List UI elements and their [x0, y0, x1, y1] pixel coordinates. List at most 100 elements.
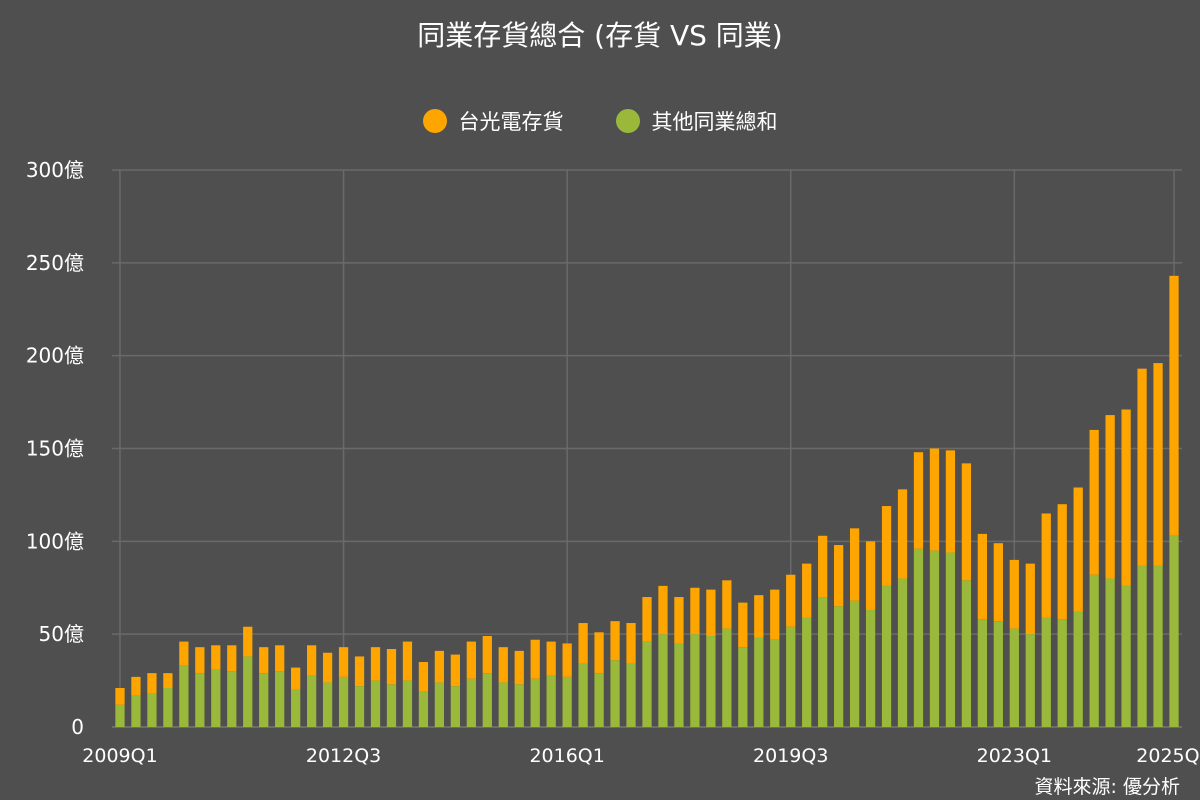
- bar-segment-peers-total: [929, 550, 940, 727]
- bar-segment-tpc-inventory: [131, 676, 141, 696]
- bar-segment-peers-total: [834, 606, 844, 727]
- bar-segment-tpc-inventory: [897, 489, 908, 579]
- bar-segment-peers-total: [131, 695, 141, 727]
- bar-segment-peers-total: [163, 688, 173, 727]
- bar-segment-tpc-inventory: [610, 621, 620, 661]
- legend-item-peers-total[interactable]: 其他同業總和: [615, 106, 778, 136]
- bar-segment-peers-total: [211, 669, 221, 727]
- bar-segment-tpc-inventory: [690, 587, 700, 635]
- bar-segment-peers-total: [658, 634, 668, 727]
- bar-segment-peers-total: [993, 621, 1003, 727]
- bar-segment-tpc-inventory: [546, 641, 556, 676]
- bar-segment-tpc-inventory: [929, 448, 940, 551]
- bar-segment-peers-total: [498, 682, 508, 727]
- bar-segment-tpc-inventory: [450, 654, 460, 687]
- bar-segment-tpc-inventory: [738, 602, 748, 648]
- y-tick-label: 100億: [26, 529, 84, 553]
- x-tick-label: 2025Q3: [1136, 745, 1200, 767]
- bar-segment-tpc-inventory: [1057, 504, 1067, 620]
- bar-segment-peers-total: [786, 626, 796, 727]
- bar-segment-peers-total: [865, 610, 876, 727]
- bar-segment-peers-total: [338, 676, 349, 727]
- bar-segment-peers-total: [1105, 578, 1115, 727]
- x-tick-label: 2019Q3: [753, 745, 828, 767]
- x-tick-label: 2023Q1: [977, 745, 1052, 767]
- bar-segment-peers-total: [610, 660, 620, 727]
- bar-segment-peers-total: [291, 689, 301, 727]
- legend-label-tpc-inventory: 台光電存貨: [458, 110, 564, 134]
- bar-segment-peers-total: [354, 686, 365, 727]
- bar-segment-peers-total: [1025, 634, 1035, 727]
- bar-segment-peers-total: [179, 665, 189, 727]
- bar-segment-peers-total: [1009, 628, 1019, 727]
- bar-segment-tpc-inventory: [913, 452, 924, 549]
- legend-item-tpc-inventory[interactable]: 台光電存貨: [422, 106, 564, 136]
- bar-segment-peers-total: [418, 691, 429, 727]
- bar-segment-peers-total: [1121, 585, 1131, 727]
- bar-segment-peers-total: [913, 548, 924, 727]
- bar-segment-peers-total: [546, 675, 556, 727]
- bar-segment-tpc-inventory: [642, 597, 652, 642]
- bar-segment-tpc-inventory: [530, 639, 540, 679]
- bar-segment-peers-total: [1089, 574, 1099, 727]
- bar-segment-peers-total: [706, 636, 716, 727]
- bar-segment-peers-total: [897, 578, 908, 727]
- bar-segment-peers-total: [259, 673, 269, 727]
- x-tick-label: 2016Q1: [529, 745, 604, 767]
- bar-segment-tpc-inventory: [770, 589, 780, 640]
- bar-segment-tpc-inventory: [834, 545, 844, 607]
- bar-segment-tpc-inventory: [881, 506, 892, 586]
- bar-segment-tpc-inventory: [482, 636, 492, 674]
- legend-swatch-green-icon: [615, 109, 640, 133]
- bar-segment-tpc-inventory: [754, 595, 764, 638]
- bar-segment-tpc-inventory: [578, 623, 588, 664]
- y-tick-label: 50億: [39, 622, 84, 646]
- bar-segment-tpc-inventory: [147, 673, 157, 694]
- chart-title: 同業存貨總合 (存貨 VS 同業): [417, 19, 783, 52]
- bar-segment-peers-total: [306, 675, 317, 727]
- bar-segment-peers-total: [434, 682, 445, 727]
- bar-segment-tpc-inventory: [243, 626, 253, 657]
- bar-segment-tpc-inventory: [195, 647, 205, 674]
- bar-segment-tpc-inventory: [386, 649, 397, 685]
- bar-segment-tpc-inventory: [818, 535, 828, 598]
- bar-segment-tpc-inventory: [514, 650, 524, 685]
- bar-segment-peers-total: [626, 663, 636, 727]
- bar-segment-tpc-inventory: [1025, 563, 1035, 635]
- bar-segment-tpc-inventory: [179, 641, 189, 666]
- bar-segment-tpc-inventory: [163, 673, 173, 689]
- bar-segment-tpc-inventory: [945, 450, 956, 553]
- bar-segment-tpc-inventory: [1105, 415, 1115, 579]
- bar-segment-tpc-inventory: [1169, 275, 1179, 536]
- bar-segment-tpc-inventory: [338, 647, 349, 677]
- bar-segment-tpc-inventory: [674, 597, 684, 644]
- bar-segment-tpc-inventory: [1121, 409, 1131, 586]
- y-tick-label: 250億: [26, 251, 84, 275]
- bar-segment-peers-total: [450, 686, 460, 727]
- bar-segment-tpc-inventory: [1041, 513, 1051, 618]
- bar-segment-tpc-inventory: [594, 632, 604, 674]
- bar-segment-peers-total: [402, 680, 413, 727]
- bar-segment-peers-total: [881, 585, 892, 727]
- bar-segment-tpc-inventory: [322, 652, 333, 683]
- bar-segment-tpc-inventory: [658, 585, 668, 635]
- bar-segment-tpc-inventory: [993, 543, 1003, 622]
- bar-segment-tpc-inventory: [1153, 363, 1163, 566]
- bar-segment-peers-total: [977, 619, 988, 727]
- bar-segment-peers-total: [530, 678, 540, 727]
- bar-segment-peers-total: [594, 673, 604, 727]
- bar-segment-tpc-inventory: [977, 533, 988, 620]
- bar-segment-tpc-inventory: [865, 541, 876, 611]
- x-tick-label: 2009Q1: [82, 745, 157, 767]
- x-tick-label: 2012Q3: [306, 745, 381, 767]
- bar-segment-peers-total: [1073, 611, 1083, 727]
- bar-segment-peers-total: [195, 673, 205, 727]
- bar-segment-peers-total: [674, 643, 684, 727]
- bar-segment-peers-total: [227, 671, 237, 727]
- y-tick-label: 150億: [26, 437, 84, 461]
- bar-segment-tpc-inventory: [259, 647, 269, 674]
- source-note: 資料來源: 優分析: [1034, 776, 1180, 798]
- bar-segment-peers-total: [275, 671, 285, 727]
- y-tick-label: 200億: [26, 344, 84, 368]
